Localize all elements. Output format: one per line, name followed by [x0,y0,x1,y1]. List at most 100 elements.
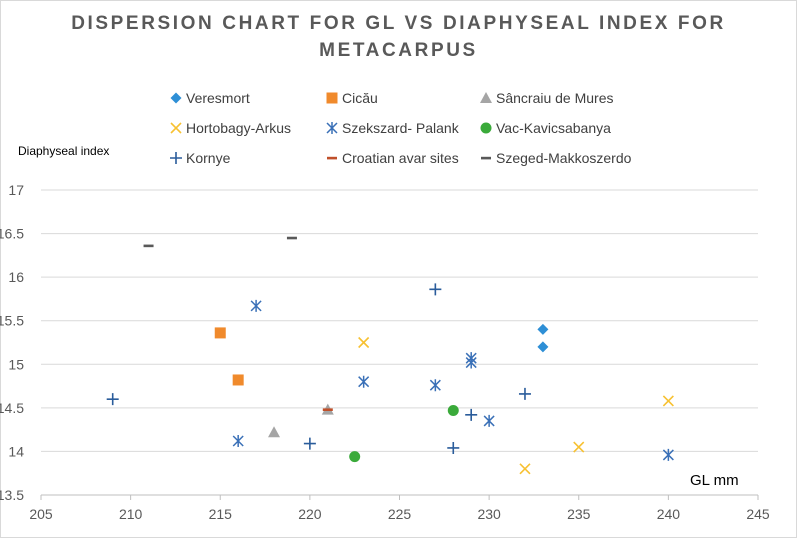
data-point [322,408,333,411]
chart-title-line-1: DISPERSION CHART FOR GL VS DIAPHYSEAL IN… [71,13,726,34]
data-point [232,434,244,447]
asterisk-shape [250,299,262,312]
legend-marker [326,122,338,134]
legend-item: Croatian avar sites [327,150,459,166]
legend: Veresmort Cicău Sâncraiu de Mures Hortobagy… [170,90,632,166]
triangle-shape [268,426,281,438]
y-tick-label: 16 [8,269,24,285]
plus-shape [429,283,442,296]
legend-item: Vac-Kavicsabanya [480,120,611,136]
series-kornye [106,283,531,454]
y-tick-label: 14.5 [0,400,24,416]
series-vac-kavicsabanya [349,404,459,463]
data-point [143,244,154,248]
legend-label: Hortobagy-Arkus [186,120,291,136]
legend-marker [481,156,491,160]
x-shape [170,122,182,134]
legend-marker [326,92,338,104]
data-point [447,404,459,416]
y-tick-label: 13.5 [0,487,24,503]
series-szekszard-palank [232,299,674,461]
x-shape [358,336,370,349]
diamond-shape [170,92,182,104]
plus-shape [465,408,478,421]
asterisk-shape [429,379,441,392]
x-tick-label: 240 [657,506,681,522]
data-point [518,387,531,400]
x-tick-label: 245 [746,506,770,522]
legend-marker [170,122,182,134]
series-szeged-makkoszerdo [143,236,297,248]
x-axis-label: GL mm [690,472,739,489]
legend-label: Croatian avar sites [342,150,459,166]
circle-shape [480,122,492,134]
legend-item: Sâncraiu de Mures [480,90,614,106]
data-point [250,299,262,312]
data-point [303,437,316,450]
series-veresmort [537,323,549,353]
x-tick-label: 205 [29,506,53,522]
dash-shape [322,408,333,411]
legend-label: Cicău [342,90,378,106]
y-tick-label: 15.5 [0,313,24,329]
legend-label: Veresmort [186,90,250,106]
data-point [268,426,281,438]
legend-item: Szekszard- Palank [326,120,460,136]
asterisk-shape [326,122,338,134]
legend-item: Szeged-Makkoszerdo [481,150,632,166]
data-point [447,441,460,454]
x-tick-label: 215 [209,506,233,522]
asterisk-shape [662,448,674,461]
data-point [349,451,361,463]
y-tick-label: 14 [8,443,24,459]
diamond-shape [537,341,549,353]
plus-shape [170,152,182,164]
dash-shape [327,156,337,160]
x-shape [573,441,585,453]
x-tick-label: 230 [477,506,501,522]
data-point [519,463,531,475]
x-tick-label: 210 [119,506,143,522]
legend-marker [170,152,182,164]
legend-item: Kornye [170,150,231,166]
data-point [214,327,226,339]
chart-title: DISPERSION CHART FOR GL VS DIAPHYSEAL IN… [0,10,797,64]
legend-label: Szeged-Makkoszerdo [496,150,632,166]
data-point [465,356,477,369]
y-tick-label: 15 [8,356,24,372]
data-point [573,441,585,453]
series-croatian-avar-sites [322,408,333,411]
legend-label: Sâncraiu de Mures [496,90,614,106]
legend-label: Vac-Kavicsabanya [496,120,611,136]
x-tick-label: 220 [298,506,322,522]
circle-shape [447,404,459,416]
data-point [429,283,442,296]
square-shape [232,374,244,386]
dash-shape [143,244,154,248]
plus-shape [518,387,531,400]
legend-item: Cicău [326,90,378,106]
asterisk-shape [358,375,370,388]
data-point [429,379,441,392]
series-cic-u [214,327,244,386]
x-shape [662,395,674,407]
asterisk-shape [483,414,495,427]
legend-marker [170,92,182,104]
data-point [358,375,370,388]
asterisk-shape [232,434,244,447]
data-point [537,323,549,335]
x-tick-label: 235 [567,506,591,522]
legend-label: Szekszard- Palank [342,120,460,136]
triangle-shape [480,92,492,103]
series-hortobagy-arkus [358,336,674,475]
circle-shape [349,451,361,463]
plus-shape [303,437,316,450]
plus-shape [106,393,119,406]
asterisk-shape [465,356,477,369]
data-point [483,414,495,427]
legend-marker [480,92,492,103]
y-tick-label: 16.5 [0,226,24,242]
chart-title-line-2: METACARPUS [319,40,478,61]
legend-marker [480,122,492,134]
